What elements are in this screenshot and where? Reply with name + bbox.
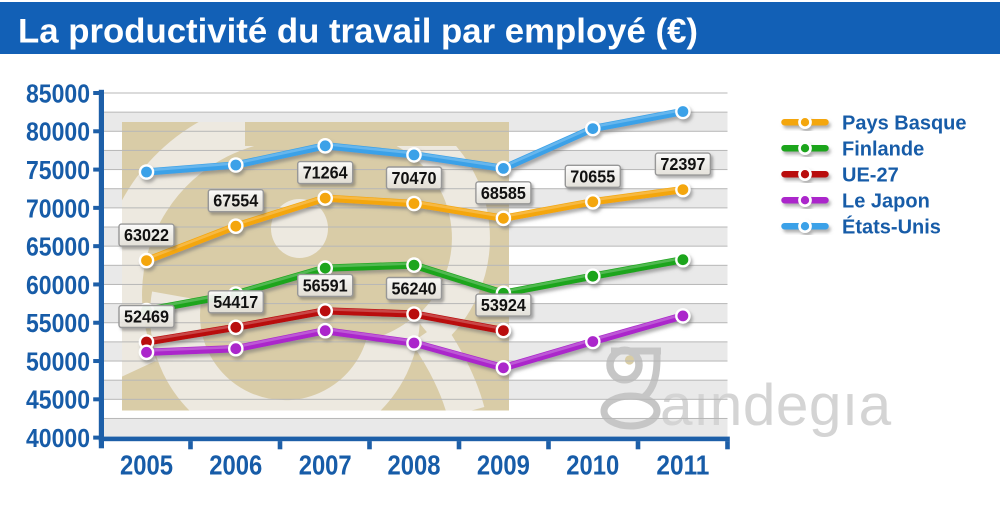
- svg-text:Le Japon: Le Japon: [842, 191, 930, 213]
- svg-text:80000: 80000: [26, 119, 90, 147]
- svg-text:2006: 2006: [209, 450, 262, 481]
- svg-text:La productivité du travail par: La productivité du travail par employé (…: [18, 13, 698, 51]
- svg-text:53924: 53924: [481, 295, 526, 315]
- svg-text:60000: 60000: [26, 272, 90, 300]
- svg-text:États-Unis: États-Unis: [842, 216, 941, 239]
- svg-text:45000: 45000: [26, 387, 90, 415]
- svg-text:40000: 40000: [26, 425, 90, 453]
- svg-text:2009: 2009: [477, 450, 530, 481]
- svg-text:67554: 67554: [213, 191, 258, 211]
- svg-text:63022: 63022: [124, 225, 169, 245]
- svg-text:Pays Basque: Pays Basque: [842, 113, 967, 135]
- svg-text:56240: 56240: [392, 279, 437, 299]
- svg-text:52469: 52469: [124, 307, 169, 327]
- svg-text:70655: 70655: [570, 166, 615, 186]
- svg-text:2005: 2005: [120, 450, 173, 481]
- svg-text:2010: 2010: [566, 450, 619, 481]
- svg-text:55000: 55000: [26, 310, 90, 338]
- svg-text:65000: 65000: [26, 234, 90, 262]
- svg-text:70470: 70470: [392, 168, 437, 188]
- svg-text:2008: 2008: [388, 450, 441, 481]
- svg-text:54417: 54417: [213, 292, 258, 312]
- svg-text:UE-27: UE-27: [842, 165, 899, 187]
- svg-text:85000: 85000: [26, 80, 90, 108]
- svg-text:75000: 75000: [26, 157, 90, 185]
- svg-text:50000: 50000: [26, 348, 90, 376]
- svg-text:2007: 2007: [299, 450, 352, 481]
- svg-text:2011: 2011: [656, 450, 709, 481]
- svg-text:aındegıa: aındegıa: [660, 373, 892, 438]
- svg-text:68585: 68585: [481, 183, 526, 203]
- svg-text:70000: 70000: [26, 195, 90, 223]
- svg-text:71264: 71264: [303, 163, 348, 183]
- svg-text:Finlande: Finlande: [842, 139, 924, 161]
- svg-text:56591: 56591: [303, 275, 348, 295]
- svg-text:72397: 72397: [660, 154, 705, 174]
